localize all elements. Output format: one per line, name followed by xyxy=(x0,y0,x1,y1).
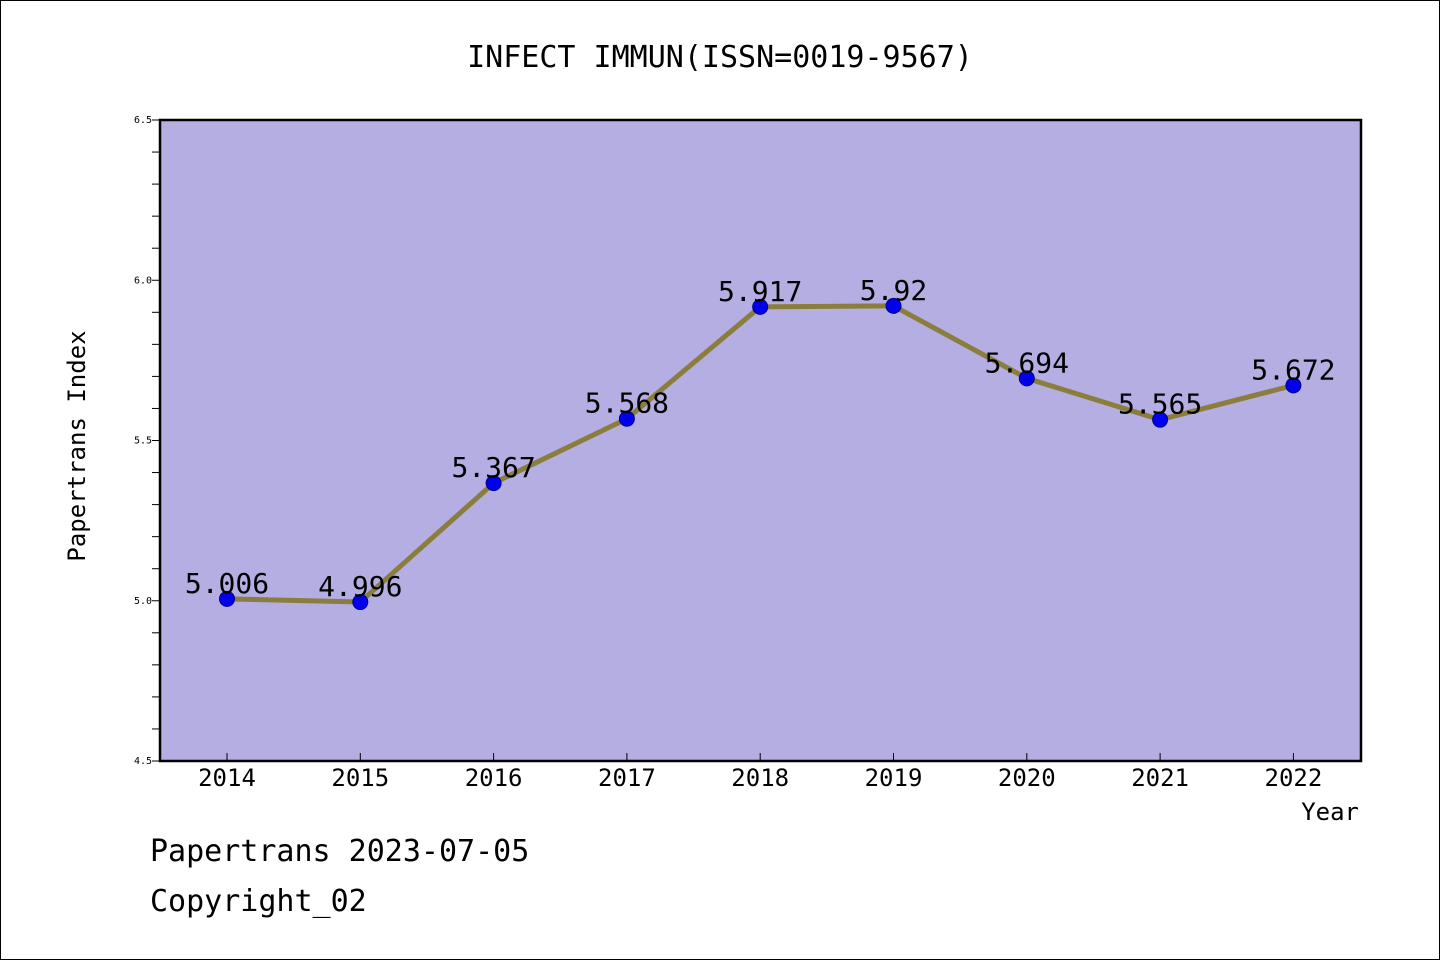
x-tick-label: 2016 xyxy=(465,764,523,792)
data-label: 5.568 xyxy=(585,387,669,420)
data-point xyxy=(752,298,769,315)
data-point xyxy=(485,475,502,492)
footer-date-text: Papertrans 2023-07-05 xyxy=(150,834,530,869)
y-axis-label: Papertrans Index xyxy=(63,330,91,561)
chart-title: INFECT IMMUN(ISSN=0019-9567) xyxy=(467,40,973,75)
y-tick-label: 4.5 xyxy=(134,756,152,767)
x-tick-label: 2014 xyxy=(198,764,256,792)
x-tick-label: 2022 xyxy=(1265,764,1323,792)
x-tick-label: 2018 xyxy=(731,764,789,792)
data-label: 5.92 xyxy=(860,274,927,307)
data-label: 5.672 xyxy=(1251,353,1335,386)
x-tick-label: 2021 xyxy=(1131,764,1189,792)
data-point xyxy=(1152,411,1169,428)
data-label: 5.367 xyxy=(451,451,535,484)
x-tick-label: 2017 xyxy=(598,764,656,792)
data-point xyxy=(352,594,369,611)
footer-copyright-text: Copyright_02 xyxy=(150,884,367,919)
data-point xyxy=(1285,377,1302,394)
data-label: 4.996 xyxy=(318,570,402,603)
data-labels: 5.006 4.996 5.367 5.568 5.917 5.92 5.694 5.565 5… xyxy=(185,274,1336,603)
y-tick-label: 5.0 xyxy=(134,596,152,607)
x-tick-label: 2019 xyxy=(865,764,923,792)
y-tick-label: 5.5 xyxy=(134,436,152,447)
y-axis-ticks: 4.5 5.0 5.5 6.0 6.5 xyxy=(134,115,160,767)
y-tick-label: 6.5 xyxy=(134,115,152,126)
data-label: 5.006 xyxy=(185,567,269,600)
data-point xyxy=(219,590,235,607)
data-label: 5.565 xyxy=(1118,388,1202,421)
data-label: 5.694 xyxy=(985,346,1069,379)
x-tick-label: 2020 xyxy=(998,764,1056,792)
data-point xyxy=(1018,370,1035,387)
x-axis-ticks: 2014 2015 2016 2017 2018 2019 2020 2021 2022 xyxy=(198,753,1322,792)
series-layer xyxy=(219,297,1302,611)
plot-area xyxy=(158,118,1363,763)
data-point xyxy=(618,410,635,427)
x-axis-label: Year xyxy=(1301,798,1359,826)
data-point xyxy=(885,297,902,314)
y-tick-label: 6.0 xyxy=(134,275,152,286)
data-label: 5.917 xyxy=(718,275,802,308)
x-tick-label: 2015 xyxy=(331,764,389,792)
